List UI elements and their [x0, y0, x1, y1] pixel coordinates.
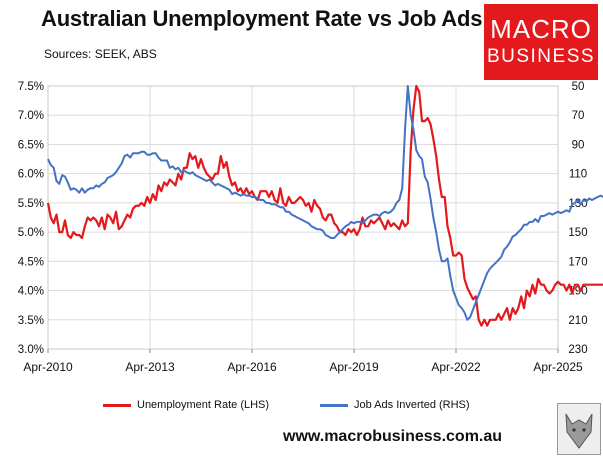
left-tick-label: 5.5%	[18, 198, 44, 210]
left-tick-label: 5.0%	[18, 227, 44, 239]
right-tick-label: 110	[569, 169, 587, 181]
left-tick-label: 7.5%	[18, 81, 44, 93]
legend-swatch-unemployment	[103, 403, 131, 407]
x-axis-ticks: Apr-2010 Apr-2013 Apr-2016 Apr-2019 Apr-2022…	[23, 349, 583, 374]
left-tick-label: 4.0%	[18, 286, 44, 298]
legend-label-job-ads: Job Ads Inverted (RHS)	[354, 399, 470, 411]
x-tick-label: Apr-2022	[431, 360, 481, 374]
right-tick-label: 70	[572, 110, 585, 122]
chart-title: Australian Unemployment Rate vs Job Ads	[41, 6, 483, 31]
left-tick-label: 3.5%	[18, 315, 44, 327]
left-tick-label: 6.5%	[18, 139, 44, 151]
right-tick-label: 230	[568, 344, 587, 356]
left-tick-label: 6.0%	[18, 169, 44, 181]
legend-unemployment: Unemployment Rate (LHS)	[103, 399, 269, 411]
series-line-unemployment	[46, 84, 603, 327]
x-tick-label: Apr-2025	[533, 360, 583, 374]
right-tick-label: 90	[572, 139, 585, 151]
line-chart: 3.0% 3.5% 4.0% 4.5% 5.0% 5.5% 6.0% 6.5% 7.0% 7.5%…	[18, 81, 603, 374]
left-tick-label: 4.5%	[18, 256, 44, 268]
left-tick-label: 7.0%	[18, 110, 44, 122]
website-url: www.macrobusiness.com.au	[283, 428, 503, 445]
x-tick-label: Apr-2013	[125, 360, 175, 374]
series-line-job-ads	[47, 85, 603, 321]
legend-label-unemployment: Unemployment Rate (LHS)	[137, 399, 270, 411]
chart-subtitle: Sources: SEEK, ABS	[44, 47, 157, 61]
right-tick-label: 50	[572, 81, 585, 93]
grid-lines	[47, 85, 559, 350]
left-axis-ticks: 3.0% 3.5% 4.0% 4.5% 5.0% 5.5% 6.0% 6.5% 7.0% 7.5%	[18, 81, 44, 356]
right-tick-label: 170	[568, 256, 587, 268]
x-tick-label: Apr-2016	[227, 360, 277, 374]
right-tick-label: 210	[568, 315, 587, 327]
logo-line-2: BUSINESS	[486, 46, 596, 67]
wolf-logo-icon	[557, 403, 601, 455]
left-tick-label: 3.0%	[18, 344, 44, 356]
legend-swatch-job-ads	[320, 403, 348, 407]
legend-job-ads: Job Ads Inverted (RHS)	[320, 399, 470, 411]
logo-line-1: MACRO	[490, 14, 592, 44]
macro-business-logo: MACRO BUSINESS	[484, 4, 598, 80]
plot-area-border	[47, 85, 559, 350]
x-tick-label: Apr-2010	[23, 360, 73, 374]
right-tick-label: 150	[568, 227, 587, 239]
series-lines	[46, 84, 603, 327]
x-tick-label: Apr-2019	[329, 360, 379, 374]
